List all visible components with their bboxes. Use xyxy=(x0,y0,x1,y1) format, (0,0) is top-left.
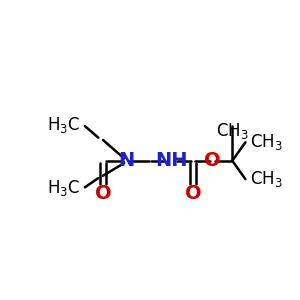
Text: CH$_3$: CH$_3$ xyxy=(216,122,249,142)
Text: N: N xyxy=(118,151,134,170)
Text: H$_3$C: H$_3$C xyxy=(46,178,80,199)
Text: NH: NH xyxy=(155,151,187,170)
Text: CH$_3$: CH$_3$ xyxy=(250,132,282,152)
Text: O: O xyxy=(185,184,201,202)
Text: CH$_3$: CH$_3$ xyxy=(250,169,282,189)
Text: H$_3$C: H$_3$C xyxy=(46,115,80,135)
Text: O: O xyxy=(204,151,221,170)
Text: O: O xyxy=(94,184,111,202)
